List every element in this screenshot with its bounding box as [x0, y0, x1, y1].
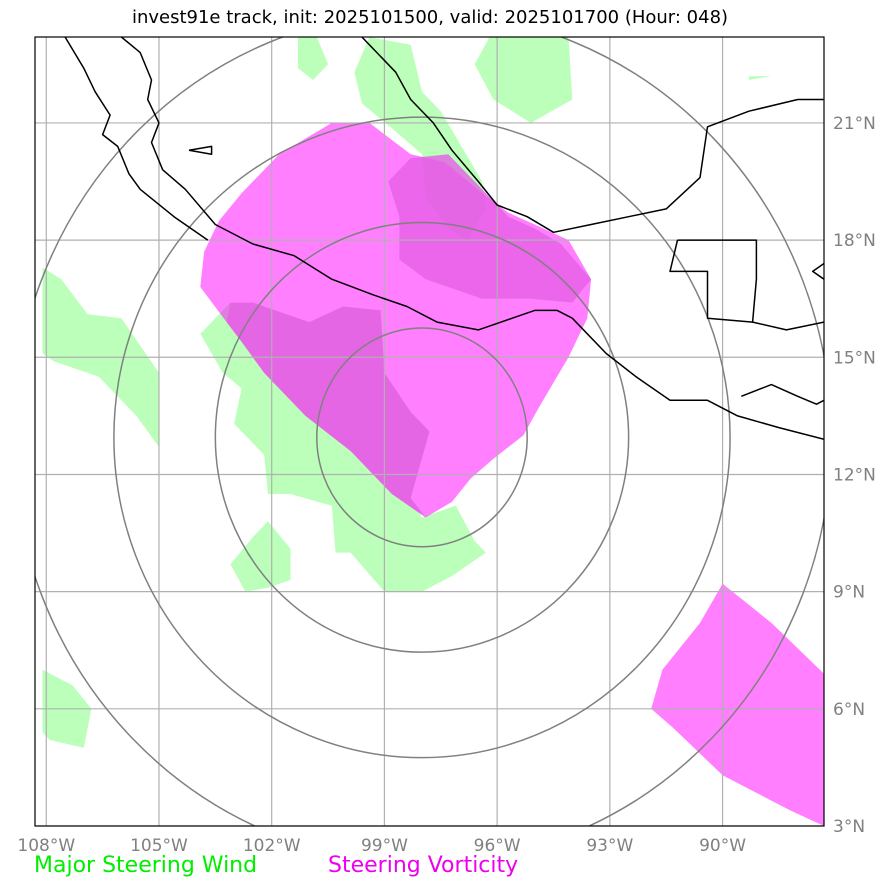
latitude-tick-label: 15°N — [833, 348, 876, 368]
grid-layer — [35, 37, 824, 826]
wind-region — [230, 521, 291, 592]
range-ring — [113, 116, 731, 759]
legend-vorticity: Steering Vorticity — [328, 853, 519, 878]
range-ring — [316, 327, 528, 548]
coastline — [811, 262, 824, 280]
wind-region — [298, 37, 329, 80]
plot-frame — [34, 36, 825, 827]
overlap-layer — [226, 154, 592, 518]
coastline — [64, 37, 209, 241]
latitude-tick-label: 9°N — [833, 583, 865, 603]
longitude-tick-label: 105°W — [130, 836, 188, 856]
wind-region — [474, 37, 573, 123]
vorticity-region — [651, 583, 824, 826]
coastline — [669, 239, 758, 323]
longitude-tick-label: 93°W — [586, 836, 633, 856]
latitude-labels: 21°N 18°N 15°N 12°N 9°N 6°N 3°N — [833, 114, 876, 837]
range-ring — [214, 221, 630, 653]
latitude-tick-label: 21°N — [833, 114, 876, 134]
range-rings-layer — [35, 37, 824, 826]
coastline — [752, 321, 824, 331]
coastline — [361, 37, 824, 234]
legend-wind: Major Steering Wind — [34, 853, 258, 878]
coastline — [120, 37, 824, 441]
longitude-tick-label: 108°W — [17, 836, 75, 856]
wind-region — [748, 76, 772, 80]
coastline-layer — [64, 37, 824, 441]
longitude-tick-label: 99°W — [361, 836, 408, 856]
latitude-tick-label: 18°N — [833, 231, 876, 251]
latitude-tick-label: 12°N — [833, 465, 876, 485]
longitude-tick-label: 96°W — [474, 836, 521, 856]
longitude-tick-label: 102°W — [243, 836, 301, 856]
overlap-region-tint — [226, 302, 430, 518]
latitude-tick-label: 3°N — [833, 817, 865, 837]
overlap-region-tint — [388, 154, 592, 303]
longitude-tick-label: 90°W — [699, 836, 746, 856]
coastline — [741, 383, 824, 405]
latitude-tick-label: 6°N — [833, 700, 865, 720]
longitude-labels: 108°W 105°W 102°W 99°W 96°W 93°W 90°W — [17, 836, 746, 856]
coastline — [188, 145, 213, 155]
map-title: invest91e track, init: 2025101500, valid… — [131, 7, 729, 28]
